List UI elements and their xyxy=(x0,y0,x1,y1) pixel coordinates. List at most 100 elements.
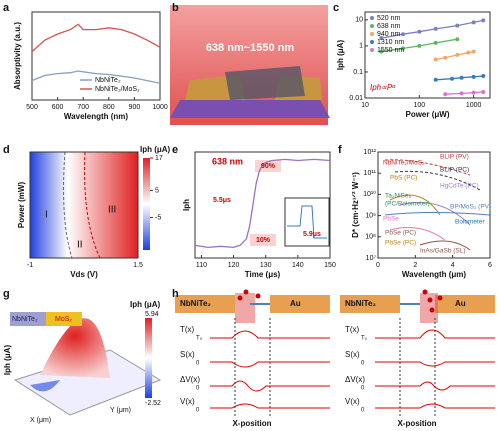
fit-line xyxy=(445,91,484,95)
y-axis-label: Y (μm) xyxy=(110,407,131,414)
colorbar-tick-label: 17 xyxy=(155,155,163,162)
reference-curves xyxy=(384,159,491,251)
legend-label: 1550 nm xyxy=(377,47,404,54)
y-tick-label: 10¹⁰ xyxy=(363,190,376,198)
legend-swatch xyxy=(370,40,374,44)
plot-frame xyxy=(31,11,161,101)
x-tick-label: 110 xyxy=(196,262,207,269)
x-axis-label: Vds (V) xyxy=(70,270,98,279)
data-point xyxy=(481,73,486,78)
panel-label: h xyxy=(172,288,179,300)
x-tick-label: 900 xyxy=(129,104,141,111)
data-point xyxy=(433,40,438,45)
x-axis-label: Power (μW) xyxy=(405,110,449,119)
data-point xyxy=(433,26,438,31)
x-axis-label: X (μm) xyxy=(30,417,51,424)
legend-swatch xyxy=(370,24,374,28)
inset xyxy=(284,197,330,247)
y-tick-label: 10⁷ xyxy=(366,255,377,262)
data-point xyxy=(379,49,384,54)
y-axis-label: D* (cm·Hz¹ᐟ² W⁻¹) xyxy=(351,172,360,238)
annotation: Iph∝Pᵅ xyxy=(370,83,396,92)
legend-label: NbNiTe₂ xyxy=(95,77,121,84)
data-point xyxy=(417,29,422,34)
x-tick-label: 10 xyxy=(361,102,369,109)
fit-line xyxy=(435,75,484,81)
x-axis-label: Time (μs) xyxy=(245,270,281,279)
curve-label: PbS (PC) xyxy=(390,175,417,182)
material-label: NbNiTe₂ xyxy=(180,299,211,308)
x-tick-label: 120 xyxy=(228,262,240,269)
band-diagrams xyxy=(175,289,495,418)
curve-label: InAs/GaSb (SL) xyxy=(420,248,466,255)
x-tick-label: 150 xyxy=(324,262,336,269)
panel-label: d xyxy=(3,144,10,156)
response-trace xyxy=(194,158,331,249)
y-axis-label: Iph (μA) xyxy=(3,345,12,376)
x-tick-label: 6 xyxy=(488,262,492,269)
boundary xyxy=(84,151,101,259)
annotation: 5.9μs xyxy=(303,231,321,238)
curve-label: PbSe xyxy=(383,216,399,223)
region-label: III xyxy=(108,205,116,216)
row-label: S(x) xyxy=(345,350,360,359)
x-tick-label: 1000 xyxy=(466,102,482,109)
x-tick-label: 600 xyxy=(52,104,64,111)
legend-swatch xyxy=(370,48,374,52)
data-point xyxy=(455,37,460,42)
data-point xyxy=(471,49,476,54)
inset-trace xyxy=(287,205,327,239)
legend-label: 638 nm xyxy=(377,23,401,30)
x-tick-label: 700 xyxy=(77,104,89,111)
y-tick-label: 1 xyxy=(359,43,363,50)
row-label: T(x) xyxy=(180,325,195,334)
annotation: 638 nm xyxy=(212,156,243,166)
baseline-label: 0 xyxy=(361,361,365,367)
row-label: V(x) xyxy=(180,397,195,406)
x-axis-label: X-position xyxy=(232,419,271,428)
data-point xyxy=(455,52,460,57)
legend-label: 940 nm xyxy=(377,31,401,38)
data-point xyxy=(417,43,422,48)
y-tick-label: 10¹² xyxy=(364,149,377,156)
x-axis-label: Wavelength (μm) xyxy=(402,270,466,279)
data-point xyxy=(400,32,405,37)
plot-frame xyxy=(377,151,491,259)
data-point xyxy=(471,20,476,25)
panel-label: f xyxy=(338,144,342,156)
legend-label: 520 nm xyxy=(377,15,401,22)
row-label: T(x) xyxy=(345,325,360,334)
photocurrent-map xyxy=(30,152,138,258)
material-label: Au xyxy=(290,299,301,308)
x-tick-label: -1 xyxy=(27,262,33,269)
x-tick-label: 500 xyxy=(26,104,38,111)
data-point xyxy=(433,57,438,62)
legend-swatch xyxy=(370,16,374,20)
x-tick-label: 100 xyxy=(413,102,425,109)
material-label: MoS₂ xyxy=(55,316,72,323)
baseline-label: 0 xyxy=(196,386,200,392)
absorption-line xyxy=(31,23,161,53)
absorption-line xyxy=(31,70,161,84)
colorbar-tick-label: 5.94 xyxy=(145,311,159,318)
x-tick-label: 0 xyxy=(376,262,380,269)
row-label: S(x) xyxy=(180,350,195,359)
data-point xyxy=(400,46,405,51)
x-tick-label: 800 xyxy=(103,104,115,111)
curve-label: BLIP (PC) xyxy=(440,167,469,174)
curve-label: Bolometer xyxy=(455,219,485,226)
colorbar xyxy=(143,158,150,250)
data-point xyxy=(481,18,486,23)
curve-label: (PC/Bolometer) xyxy=(385,201,430,208)
y-axis-label: Iph xyxy=(182,199,191,211)
curve-label: NbNiTe₂/MoS₂ xyxy=(383,160,425,167)
colorbar-label: Iph (μA) xyxy=(130,300,161,309)
legend-label: NbNiTe₂/MoS₂ xyxy=(95,86,140,93)
highlight xyxy=(255,160,281,172)
plot-frame xyxy=(364,11,491,99)
data-point xyxy=(450,76,455,81)
baseline-label: 0 xyxy=(196,361,200,367)
x-tick-label: 1000 xyxy=(152,104,168,111)
x-axis-label: X-position xyxy=(397,419,436,428)
